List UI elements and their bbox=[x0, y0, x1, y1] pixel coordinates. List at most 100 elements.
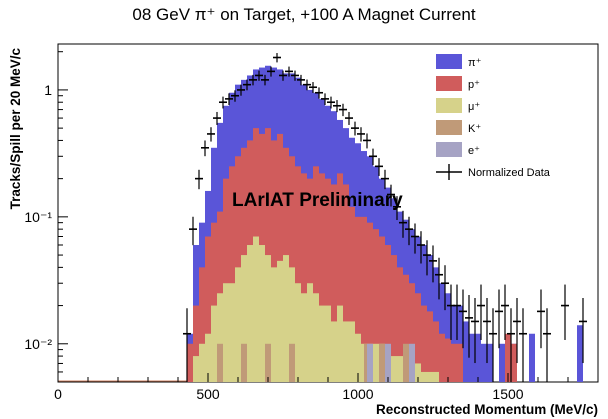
histogram-bar bbox=[379, 236, 385, 382]
data-point bbox=[429, 245, 437, 283]
data-point bbox=[393, 196, 401, 221]
data-point bbox=[423, 240, 431, 276]
data-point bbox=[435, 257, 443, 300]
legend-swatch bbox=[436, 142, 462, 157]
data-point bbox=[309, 82, 317, 93]
histogram-bar bbox=[187, 343, 193, 382]
legend-swatch bbox=[436, 120, 462, 135]
data-point bbox=[369, 148, 377, 166]
series-4 bbox=[367, 343, 415, 382]
legend-swatch bbox=[436, 76, 462, 91]
histogram-bar bbox=[391, 255, 397, 382]
data-point bbox=[417, 231, 425, 264]
histogram-bar bbox=[277, 260, 283, 382]
y-axis-label: Tracks/Spill per 20 MeV/c bbox=[8, 48, 23, 210]
y-tick-label: 10⁻¹ bbox=[24, 209, 52, 225]
legend-label: Normalized Data bbox=[468, 167, 551, 179]
histogram-bar bbox=[253, 236, 259, 382]
data-point bbox=[399, 210, 407, 238]
x-tick-label: 1000 bbox=[342, 386, 373, 402]
histogram-bar bbox=[439, 283, 445, 382]
histogram-bar bbox=[235, 267, 241, 382]
data-point bbox=[321, 93, 329, 105]
histogram-bar bbox=[271, 140, 277, 382]
data-point bbox=[291, 70, 299, 81]
data-point bbox=[285, 66, 293, 77]
histogram-bar bbox=[439, 333, 445, 382]
data-point bbox=[453, 284, 461, 340]
histogram-bar bbox=[247, 245, 253, 382]
histogram-bar bbox=[283, 255, 289, 382]
histogram-bar bbox=[427, 311, 433, 382]
x-axis-label: Reconstructed Momentum (MeV/c) bbox=[376, 402, 598, 417]
histogram-bar bbox=[433, 371, 439, 382]
histogram-bar bbox=[487, 343, 493, 382]
histogram-bar bbox=[331, 184, 337, 382]
data-point bbox=[477, 284, 485, 340]
histogram-bar bbox=[355, 333, 361, 382]
data-point bbox=[273, 53, 281, 63]
data-point bbox=[231, 90, 239, 102]
histogram-bar bbox=[409, 343, 415, 382]
data-point bbox=[459, 289, 467, 349]
histogram-bar bbox=[307, 178, 313, 382]
histogram-bar bbox=[205, 236, 211, 382]
histogram-bar bbox=[499, 343, 505, 382]
histogram-bar bbox=[343, 321, 349, 382]
histogram-bar bbox=[301, 173, 307, 382]
data-point bbox=[339, 103, 347, 117]
data-point bbox=[471, 297, 479, 364]
data-point bbox=[207, 127, 215, 142]
legend-item: Normalized Data bbox=[436, 164, 551, 180]
data-point bbox=[261, 74, 269, 86]
histogram-bar bbox=[223, 178, 229, 382]
histogram-bar bbox=[289, 267, 295, 382]
histogram-bar bbox=[265, 255, 271, 382]
histogram-bar bbox=[229, 166, 235, 382]
data-point bbox=[303, 79, 311, 91]
data-point bbox=[279, 70, 287, 81]
data-point bbox=[297, 74, 305, 86]
histogram-bar bbox=[295, 166, 301, 382]
histogram-bar bbox=[397, 356, 403, 382]
histogram-bar bbox=[211, 222, 217, 382]
histogram-bar bbox=[403, 343, 409, 382]
histogram-bar bbox=[529, 333, 535, 382]
histogram-bar bbox=[505, 333, 511, 382]
data-point bbox=[267, 66, 275, 77]
histogram-bar bbox=[373, 229, 379, 382]
histogram-bar bbox=[193, 305, 199, 382]
data-point bbox=[195, 169, 203, 190]
histogram-bar bbox=[319, 173, 325, 382]
data-point bbox=[219, 96, 227, 109]
histogram-bar bbox=[199, 343, 205, 382]
histogram-bar bbox=[355, 216, 361, 382]
x-tick-label: 0 bbox=[54, 386, 62, 402]
legend-item: μ⁺ bbox=[436, 98, 480, 113]
data-point bbox=[351, 121, 359, 136]
data-points-layer bbox=[183, 53, 587, 382]
histogram-bar bbox=[463, 321, 469, 382]
data-point bbox=[201, 140, 209, 157]
data-point bbox=[327, 96, 335, 109]
histogram-bar bbox=[445, 338, 451, 382]
histogram-bar bbox=[433, 321, 439, 382]
legend: π⁺ p⁺ μ⁺ K⁺ e⁺ Normalized Data bbox=[436, 54, 551, 180]
data-point bbox=[561, 284, 569, 340]
histogram-bar bbox=[277, 133, 283, 382]
series-2 bbox=[193, 236, 439, 382]
histogram-bar bbox=[403, 274, 409, 382]
data-point bbox=[363, 133, 371, 149]
histogram-bar bbox=[511, 343, 517, 382]
data-point bbox=[495, 289, 503, 349]
histogram-bar bbox=[421, 371, 427, 382]
histogram-bar bbox=[301, 293, 307, 382]
histogram-bar bbox=[325, 305, 331, 382]
histogram-bar bbox=[577, 325, 583, 382]
histogram-bar bbox=[241, 343, 247, 382]
histogram-bar bbox=[331, 321, 337, 382]
data-point bbox=[381, 169, 389, 190]
histogram-bar bbox=[391, 356, 397, 382]
data-point bbox=[507, 308, 515, 382]
